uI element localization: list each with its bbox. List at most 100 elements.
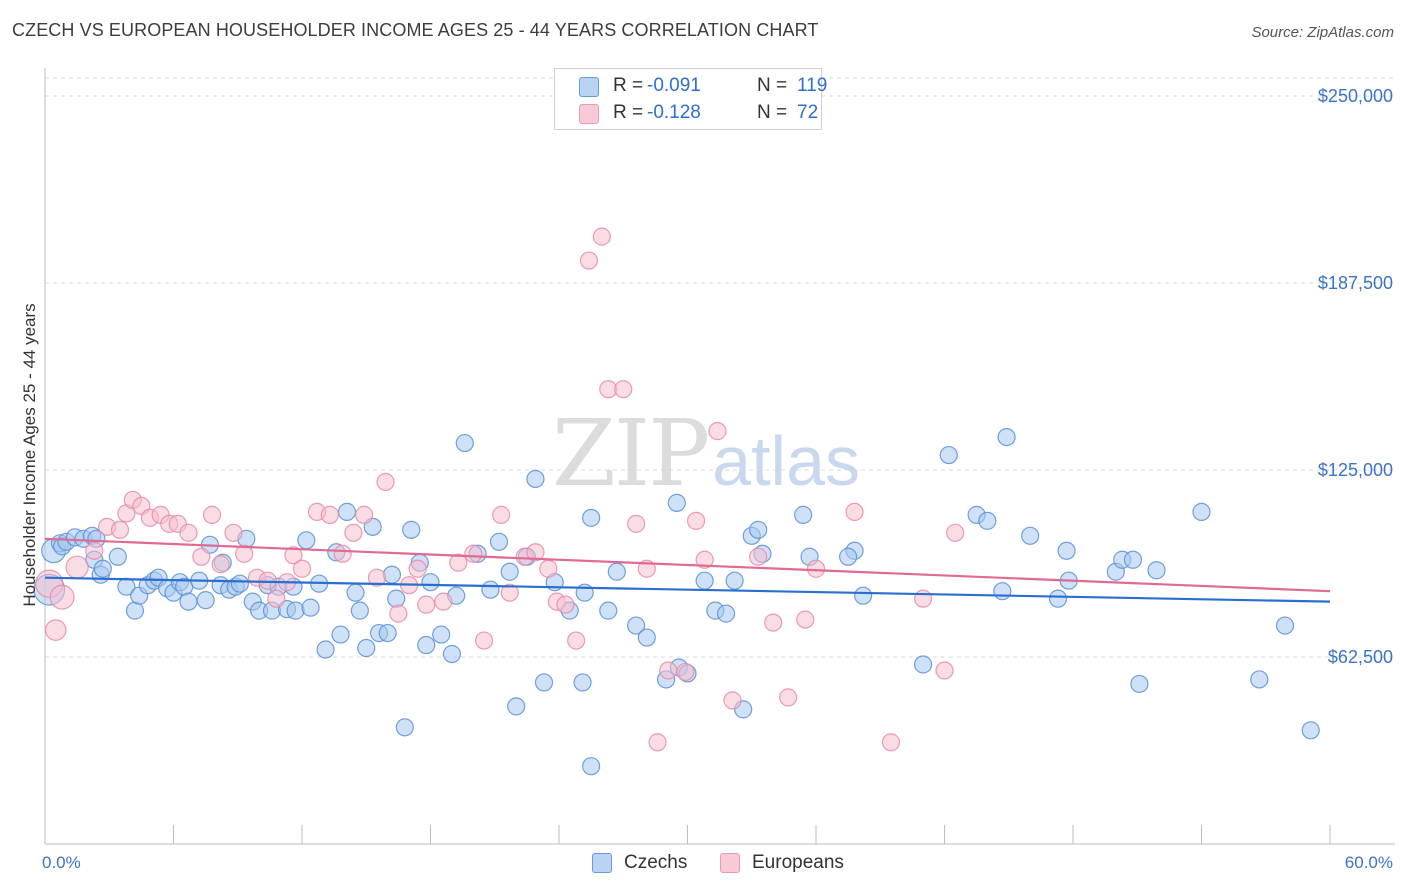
europeans-point-30: [355, 505, 374, 524]
europeans-point-60: [708, 422, 727, 441]
europeans-point-58: [686, 511, 706, 530]
czechs-point-93: [749, 520, 768, 539]
czechs-n-value: 119: [797, 75, 828, 96]
czechs-point-56: [395, 718, 414, 737]
bottom-czechs-swatch: [592, 853, 612, 873]
czechs-point-84: [667, 493, 686, 513]
europeans-point-28: [333, 544, 352, 563]
x-tick-label-max: 60.0%: [1344, 853, 1393, 872]
europeans-point-17: [211, 555, 230, 574]
czechs-point-62: [442, 644, 462, 664]
europeans-point-42: [500, 583, 519, 602]
czechs-point-72: [534, 673, 554, 692]
czechs-point-101: [939, 445, 958, 465]
europeans-point-70: [935, 661, 954, 680]
czechs-point-115: [1250, 670, 1269, 689]
czechs-point-81: [626, 616, 646, 635]
czechs-point-57: [402, 520, 421, 539]
chart-title: CZECH VS EUROPEAN HOUSEHOLDER INCOME AGE…: [12, 20, 819, 40]
europeans-point-40: [474, 631, 494, 650]
europeans-point-41: [492, 505, 511, 524]
czechs-point-44: [316, 640, 335, 659]
europeans-point-65: [796, 610, 815, 629]
europeans-r-label: R =: [613, 102, 644, 123]
czechs-point-82: [637, 628, 656, 647]
czechs-r-value: -0.091: [647, 75, 701, 96]
europeans-point-29: [344, 523, 363, 542]
europeans-point-71: [946, 523, 965, 542]
czechs-point-69: [507, 697, 526, 716]
europeans-point-18: [224, 523, 243, 542]
europeans-point-36: [417, 595, 436, 614]
czechs-swatch: [579, 77, 599, 97]
europeans-point-66: [806, 559, 826, 578]
czechs-point-103: [978, 511, 997, 530]
europeans-point-31: [367, 568, 387, 587]
czechs-point-117: [1301, 721, 1320, 740]
czechs-point-66: [481, 580, 500, 599]
europeans-point-14: [179, 523, 198, 542]
scatter-points: [33, 227, 1320, 776]
czechs-point-55: [387, 589, 406, 608]
europeans-swatch: [579, 104, 599, 124]
czechs-point-99: [854, 586, 873, 605]
y-tick-labels: $62,500 $125,000 $187,500 $250,000: [1318, 86, 1393, 667]
europeans-point-59: [695, 550, 714, 569]
czechs-point-54: [382, 565, 402, 584]
czechs-point-89: [716, 604, 736, 623]
czechs-point-87: [695, 571, 714, 590]
czechs-point-41: [297, 531, 316, 550]
czechs-point-95: [794, 505, 813, 524]
europeans-point-1: [44, 619, 67, 641]
czechs-point-98: [839, 547, 858, 566]
europeans-point-6: [110, 520, 130, 539]
czechs-point-75: [573, 673, 592, 692]
czechs-point-114: [1147, 561, 1166, 580]
czechs-point-68: [500, 562, 519, 581]
czechs-point-60: [421, 573, 440, 592]
y-tick-label-1: $125,000: [1318, 460, 1393, 480]
czechs-point-71: [526, 469, 545, 489]
europeans-point-4: [85, 541, 104, 560]
bottom-europeans-label: Europeans: [752, 852, 844, 873]
europeans-point-48: [567, 631, 586, 650]
europeans-trend-line: [44, 537, 1331, 593]
correlation-legend: R = -0.091 N = 119 R = -0.128 N = 72: [554, 68, 827, 130]
europeans-point-55: [648, 733, 667, 752]
czechs-point-25: [196, 591, 215, 610]
grid-lines: [45, 77, 1395, 658]
czechs-point-112: [1123, 550, 1143, 569]
czechs-point-67: [489, 532, 509, 551]
trend-lines: [44, 537, 1331, 603]
czechs-point-116: [1275, 616, 1295, 635]
europeans-point-45: [539, 559, 558, 578]
czechs-point-90: [725, 571, 744, 590]
czechs-r-label: R =: [613, 75, 644, 96]
axes: [44, 68, 1395, 845]
czechs-point-47: [337, 502, 357, 521]
europeans-point-69: [913, 589, 933, 608]
czechs-point-64: [455, 433, 474, 453]
x-tick-label-min: 0.0%: [42, 853, 81, 872]
czechs-point-11: [93, 559, 112, 578]
czechs-point-49: [350, 601, 369, 620]
czechs-point-104: [993, 582, 1012, 601]
y-tick-label-2: $187,500: [1318, 273, 1393, 293]
europeans-point-27: [320, 505, 339, 524]
europeans-point-32: [376, 472, 395, 492]
bottom-europeans-swatch: [720, 853, 740, 873]
czechs-point-106: [1021, 526, 1040, 545]
europeans-point-68: [881, 733, 901, 752]
europeans-point-61: [723, 691, 742, 710]
czechs-point-40: [286, 601, 305, 620]
europeans-point-24: [284, 546, 303, 565]
czechs-n-label: N =: [757, 75, 788, 96]
czechs-point-50: [357, 638, 376, 658]
y-tick-label-3: $250,000: [1318, 86, 1393, 106]
europeans-point-19: [235, 544, 254, 563]
czechs-point-48: [346, 583, 365, 602]
europeans-point-49: [579, 251, 599, 270]
czechs-point-12: [108, 547, 127, 566]
europeans-point-35: [408, 559, 427, 578]
